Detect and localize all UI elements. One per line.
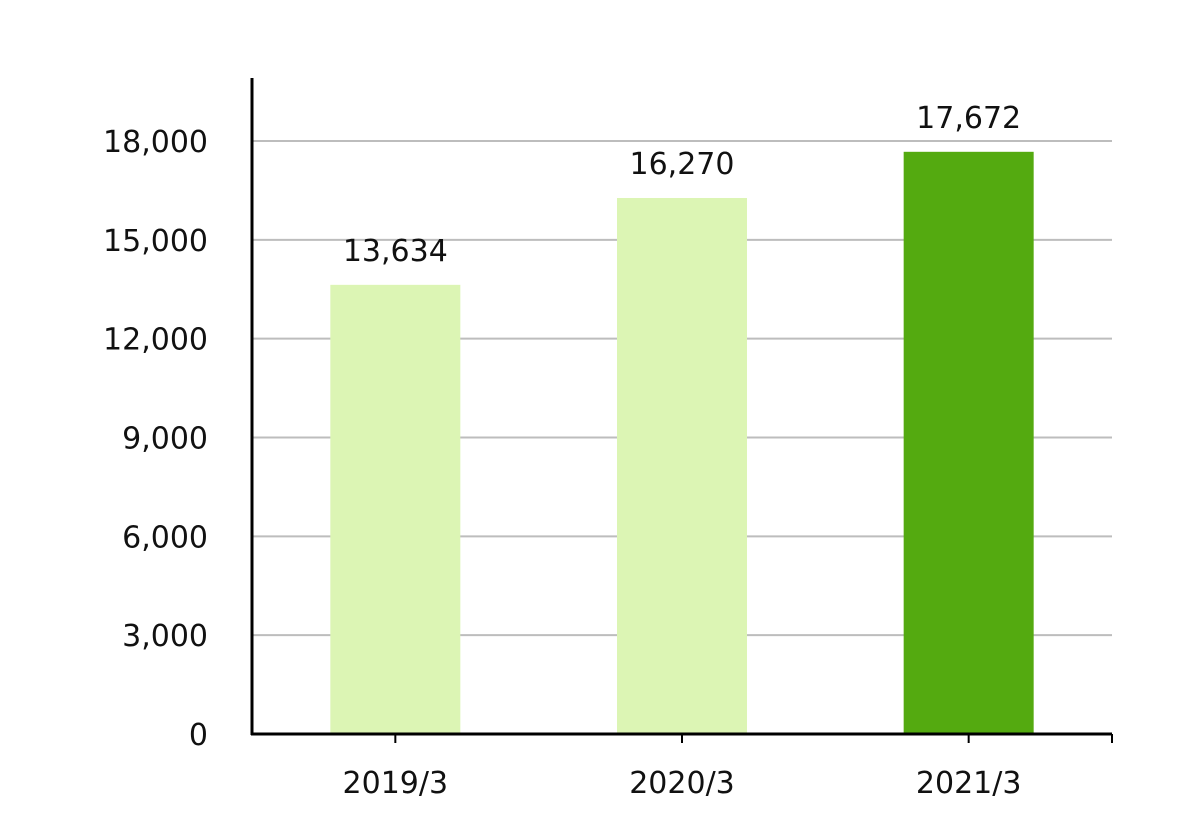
axes bbox=[250, 78, 1113, 743]
y-tick-label: 6,000 bbox=[122, 520, 208, 555]
data-labels: 13,634 16,270 17,672 bbox=[343, 101, 1021, 269]
y-tick-label: 9,000 bbox=[122, 422, 208, 457]
bar-2019-3 bbox=[330, 284, 461, 734]
x-tick-labels: 2019/3 2020/3 2021/3 bbox=[343, 766, 1022, 801]
bar-2021-3 bbox=[903, 151, 1034, 734]
y-tick-label: 15,000 bbox=[103, 224, 208, 259]
y-tick-label: 12,000 bbox=[103, 323, 208, 358]
x-tick-label: 2020/3 bbox=[629, 766, 735, 801]
bars bbox=[330, 151, 1034, 734]
data-label: 13,634 bbox=[343, 234, 448, 269]
y-tick-label: 3,000 bbox=[122, 619, 208, 654]
data-label: 16,270 bbox=[630, 147, 735, 182]
y-tick-label: 18,000 bbox=[103, 125, 208, 160]
x-tick-label: 2019/3 bbox=[343, 766, 449, 801]
y-tick-labels: 0 3,000 6,000 9,000 12,000 15,000 18,000 bbox=[103, 125, 208, 753]
y-tick-label: 0 bbox=[189, 718, 208, 753]
x-tick-label: 2021/3 bbox=[916, 766, 1022, 801]
bar-2020-3 bbox=[617, 197, 747, 734]
data-label: 17,672 bbox=[916, 101, 1021, 136]
